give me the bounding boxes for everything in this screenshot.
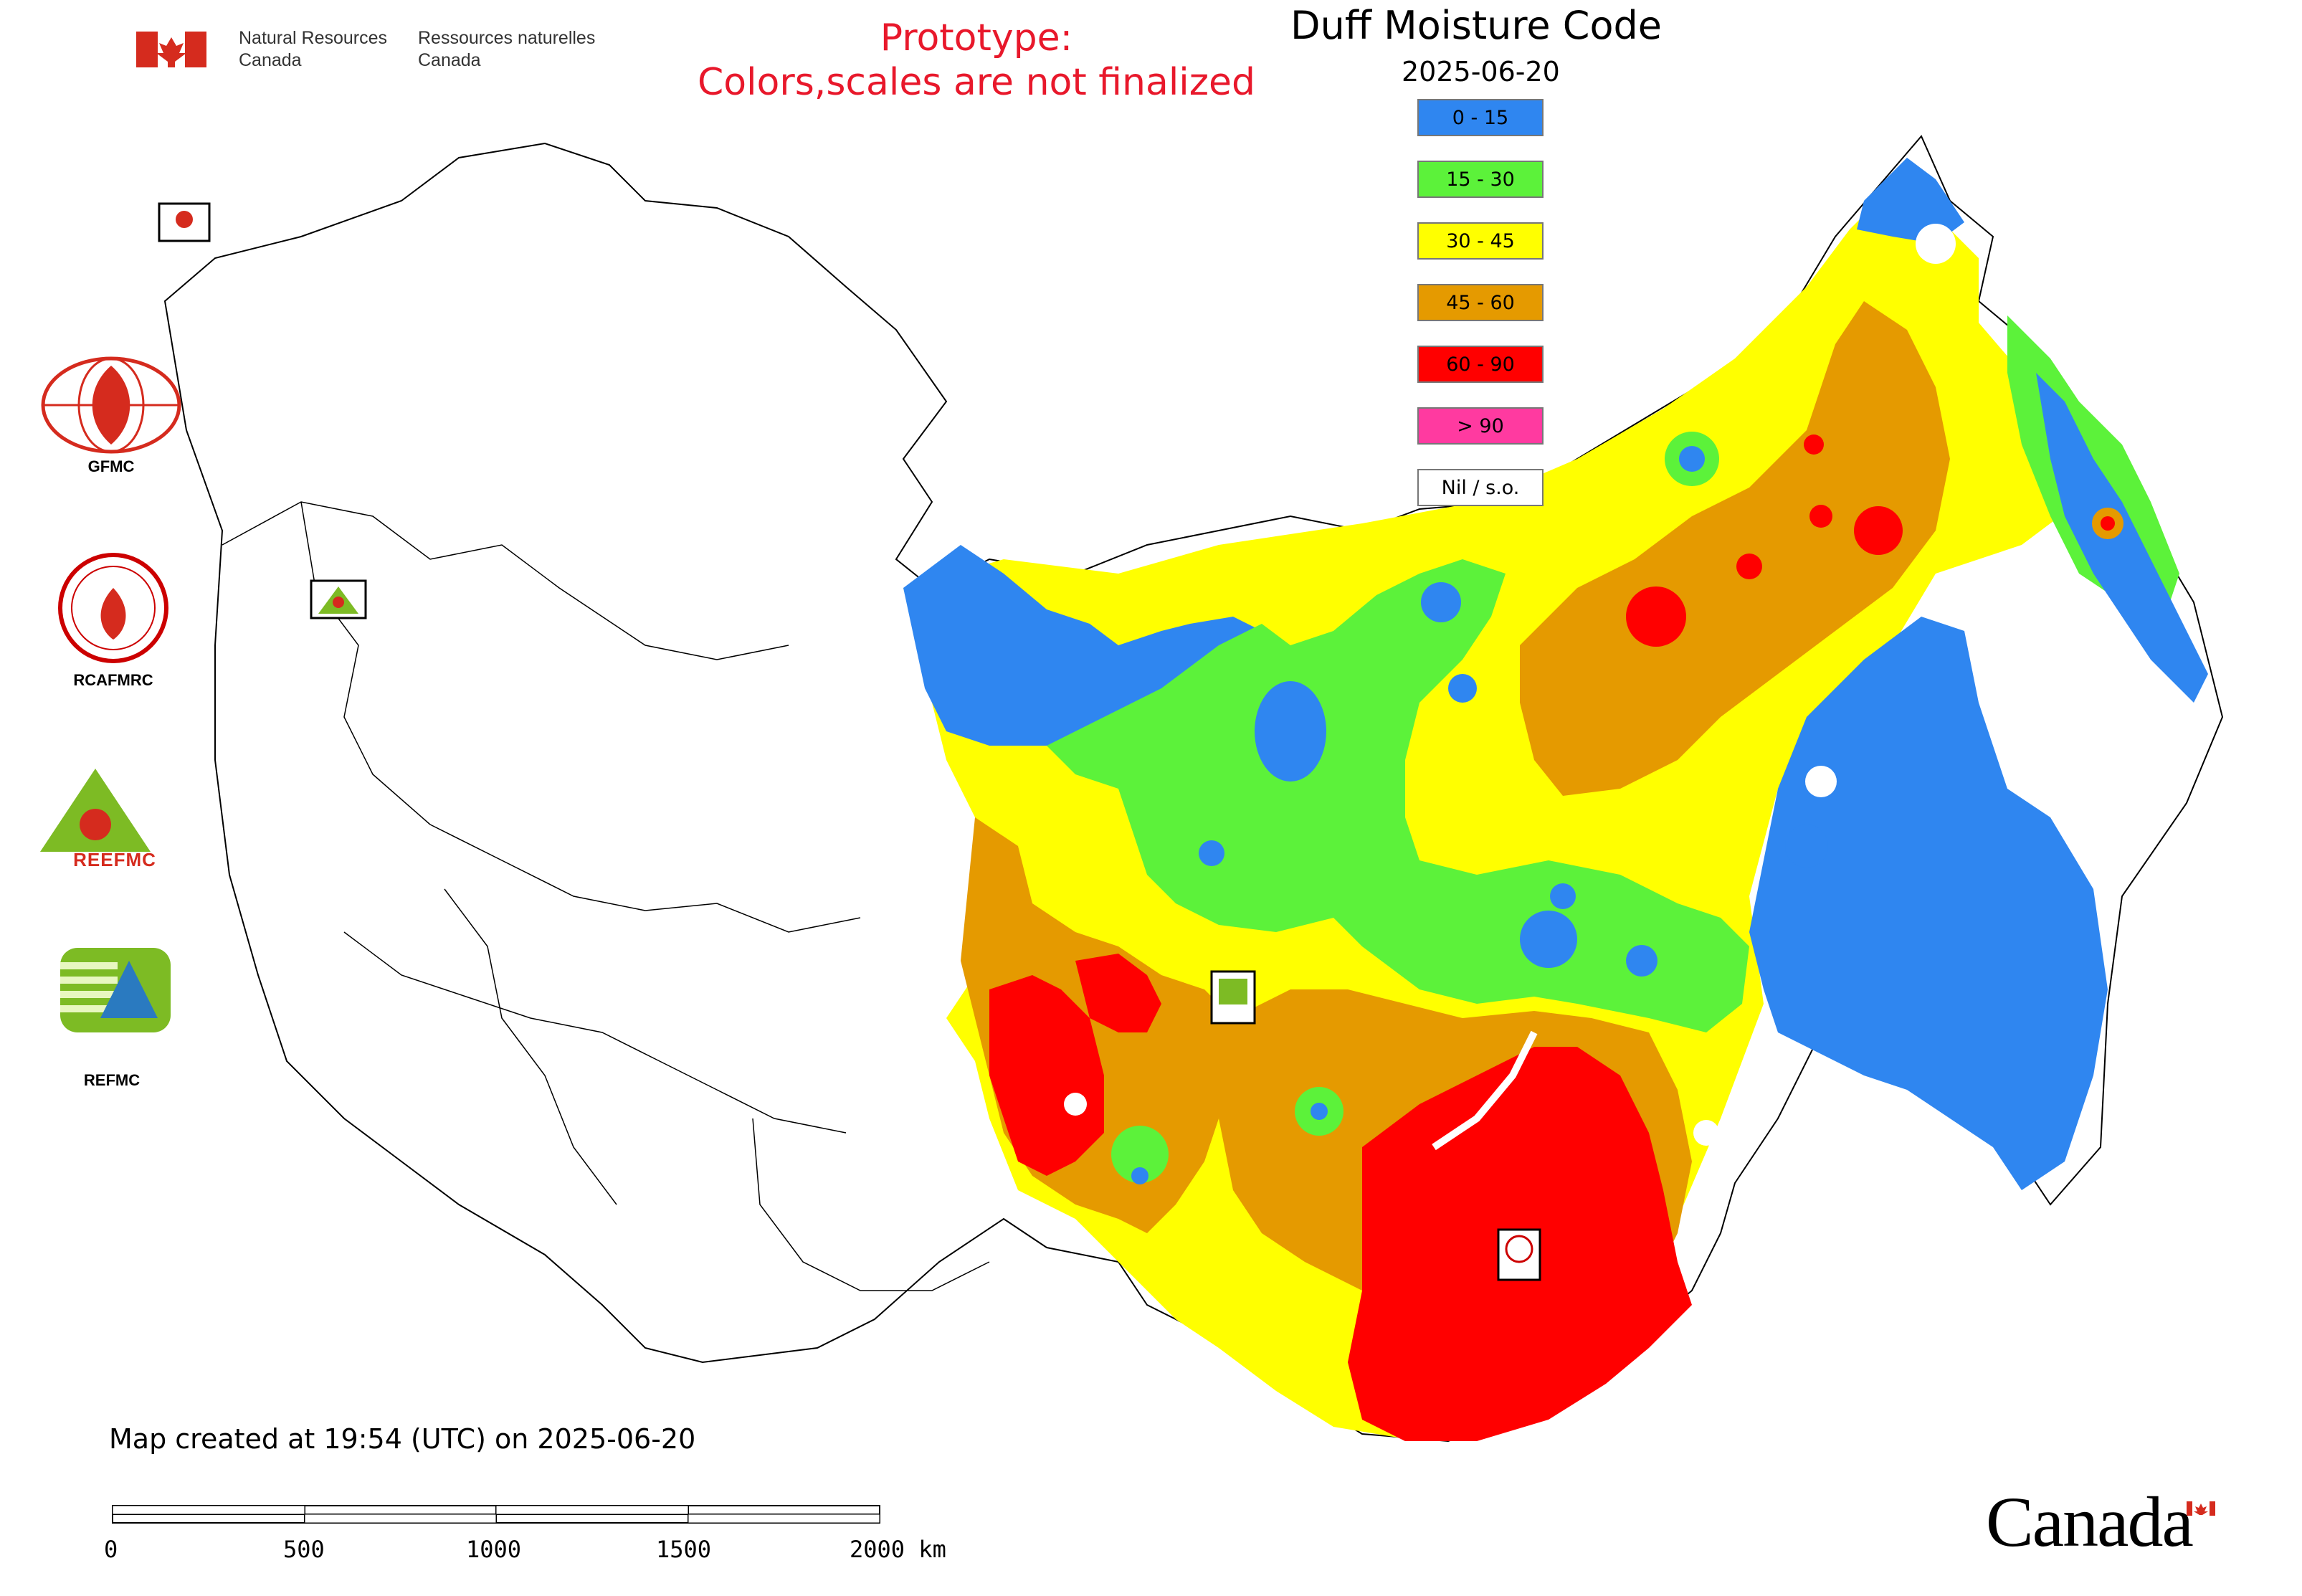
legend-item: > 90 [1417,407,1544,445]
zone-60-90-spot [1626,586,1686,647]
scale-tick-0: 0 [104,1536,118,1563]
nil-spot [1916,224,1956,264]
reefmc-label: REEFMC [73,849,156,870]
zone-0-15-spot [1131,1167,1148,1184]
department-fr: Ressources naturelles Canada [418,27,595,72]
legend-item: 45 - 60 [1417,284,1544,321]
reefmc-map-marker [310,579,367,619]
zone-0-15-spot [1421,582,1461,622]
zone-0-15-east [1749,617,2108,1190]
gfmc-map-marker [158,202,211,242]
zone-45-60-north [1520,301,1950,796]
refmc-logo [60,948,171,1032]
scale-tick-500: 500 [283,1536,325,1563]
zone-0-15-kamchatka [2036,373,2208,703]
nil-spot [1805,766,1837,797]
gfmc-label: GFMC [87,457,135,475]
scale-tick-1500: 1500 [656,1536,712,1563]
canada-wordmark: Canada [1986,1482,2194,1562]
zone-60-90-west [989,975,1104,1176]
nil-spot [1064,1093,1087,1116]
department-en: Natural Resources Canada [239,27,387,72]
zone-0-15-spot [1785,825,1828,868]
lake-outline [1432,1030,1538,1151]
rcafmrc-label: RCAFMRC [73,671,153,689]
prototype-line2: Colors,scales are not finalized [697,61,1256,104]
canada-flag-icon [136,32,206,67]
legend-item: 15 - 30 [1417,161,1544,198]
department-fr-line2: Canada [418,50,481,70]
canada-wordmark-flag-icon [2187,1501,2215,1516]
prototype-notice: Prototype: Colors,scales are not finaliz… [654,16,1299,105]
rcafmrc-map-marker [1497,1228,1541,1281]
zone-0-15-spot [1550,883,1576,909]
prototype-line1: Prototype: [880,16,1073,60]
scale-tick-2000: 2000 km [850,1536,946,1563]
department-fr-line1: Ressources naturelles [418,28,596,48]
rcafmrc-logo [58,553,168,663]
zone-60-90-spot [1804,434,1824,455]
zone-0-15-northeast [1857,158,1964,244]
zone-0-15-spot [1626,945,1657,977]
scale-tick-1000: 1000 [466,1536,522,1563]
refmc-map-marker [1210,970,1256,1025]
zone-0-15-spot [1448,674,1477,703]
zone-0-15-spot [1311,1103,1328,1120]
legend-item: 0 - 15 [1417,99,1544,136]
reefmc-logo [40,769,191,866]
refmc-label: REFMC [83,1071,141,1089]
zone-15-30-north [1047,559,1749,1032]
map-title: Duff Moisture Code [1290,3,1662,48]
zone-15-30-spot [1111,1126,1169,1183]
zone-60-90-spot [1809,505,1832,528]
zone-60-90-spot [2101,516,2115,531]
zone-0-15-spot [1255,681,1326,782]
map-date: 2025-06-20 [1402,56,1560,87]
legend-item: 30 - 45 [1417,222,1544,260]
map-created-note: Map created at 19:54 (UTC) on 2025-06-20 [109,1423,696,1455]
department-en-line1: Natural Resources [239,28,388,48]
legend-item: Nil / s.o. [1417,469,1544,506]
department-en-line2: Canada [239,50,302,70]
zone-60-90-spot [1854,506,1903,555]
zone-60-90-spot [1736,554,1762,579]
gfmc-logo [41,356,181,454]
legend-item: 60 - 90 [1417,346,1544,383]
nil-spot [1693,1120,1719,1146]
zone-0-15-spot [1520,911,1577,968]
scale-bar [112,1505,880,1524]
zone-0-15-spot [1679,446,1705,472]
zone-60-90-west2 [1075,954,1161,1032]
zone-0-15-spot [1199,840,1224,866]
